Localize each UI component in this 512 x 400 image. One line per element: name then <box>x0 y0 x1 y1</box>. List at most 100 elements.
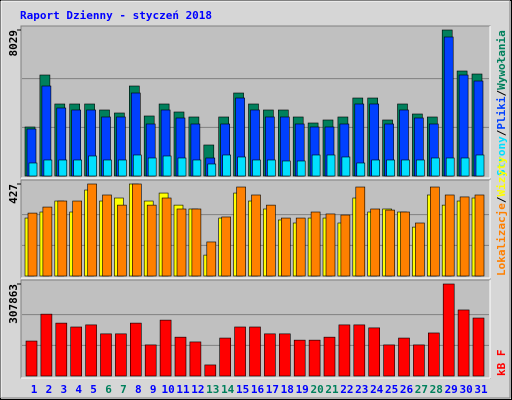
x-tick-label: 31 <box>474 383 488 396</box>
bar <box>25 340 38 377</box>
legend-separator: / <box>495 196 508 203</box>
bar <box>57 200 68 277</box>
legend-entry: Lokalizacje <box>495 203 508 276</box>
bar <box>133 154 142 177</box>
bar <box>174 336 187 377</box>
x-tick-label: 4 <box>75 383 82 396</box>
bar <box>146 204 157 277</box>
bar <box>295 217 306 277</box>
bar <box>72 200 82 277</box>
legend-separator: / <box>495 129 508 136</box>
bar <box>413 344 425 377</box>
bar <box>100 333 112 377</box>
x-tick-label: 25 <box>385 383 398 396</box>
x-tick-label: 27 <box>415 383 428 396</box>
bar <box>475 154 485 177</box>
bar <box>176 208 187 277</box>
bar <box>427 332 440 377</box>
bar <box>371 159 381 177</box>
bar <box>308 339 321 377</box>
bar <box>88 155 97 177</box>
bar <box>55 322 68 377</box>
bar <box>323 336 336 377</box>
x-tick-label: 20 <box>310 383 323 396</box>
bar <box>192 159 202 177</box>
x-tick-label: 13 <box>206 383 219 396</box>
y-tick-label: 307863 <box>7 284 20 324</box>
x-tick-label: 10 <box>161 383 174 396</box>
x-tick-label: 16 <box>251 383 265 396</box>
bar <box>416 159 425 177</box>
bar <box>236 186 246 277</box>
bar <box>252 159 261 177</box>
bar <box>40 313 53 377</box>
x-tick-label: 11 <box>176 383 190 396</box>
bar <box>189 341 202 377</box>
x-tick-label: 22 <box>340 383 353 396</box>
legend-separator: / <box>495 90 508 97</box>
bar <box>177 157 187 177</box>
bar <box>87 183 97 277</box>
bar <box>118 159 127 177</box>
bar <box>117 204 127 277</box>
bar <box>341 156 351 177</box>
bar <box>222 154 231 177</box>
bar <box>415 222 425 277</box>
bar <box>293 339 306 377</box>
bar <box>442 283 455 377</box>
bar <box>219 337 231 377</box>
bar <box>401 159 410 177</box>
y-tick-label: 427 <box>7 184 20 204</box>
bar <box>355 186 366 277</box>
bar <box>267 159 276 177</box>
x-tick-label: 19 <box>296 383 309 396</box>
bar <box>237 156 246 177</box>
bar <box>27 212 38 277</box>
x-tick-label: 1 <box>31 383 38 396</box>
legend: Strony/Pliki/Wywołania <box>495 30 508 176</box>
bar <box>234 326 246 377</box>
legend-entry: Wizyty <box>495 156 508 196</box>
bar <box>474 194 485 277</box>
x-tick-label: 12 <box>191 383 204 396</box>
x-tick-label: 15 <box>236 383 249 396</box>
x-tick-label: 8 <box>135 383 142 396</box>
x-tick-label: 2 <box>46 383 53 396</box>
bar <box>430 157 440 177</box>
bar <box>281 160 291 177</box>
bar <box>296 160 306 177</box>
bar <box>28 162 38 177</box>
x-tick-label: 24 <box>370 383 384 396</box>
bar <box>161 197 172 277</box>
bar <box>325 213 336 277</box>
x-tick-label: 28 <box>430 383 443 396</box>
bar <box>130 322 142 377</box>
x-tick-label: 23 <box>355 383 368 396</box>
bar <box>162 155 172 177</box>
bar <box>459 196 470 277</box>
bar <box>132 183 142 277</box>
bar <box>472 317 485 377</box>
legend-entry: kB F <box>495 350 508 377</box>
x-tick-label: 21 <box>325 383 339 396</box>
bar <box>43 159 53 177</box>
legend: kB F <box>495 350 508 377</box>
bar <box>383 344 395 377</box>
x-tick-label: 3 <box>60 383 67 396</box>
bar <box>278 333 291 377</box>
chart-title: Raport Dzienny - styczeń 2018 <box>20 9 212 22</box>
bar <box>70 326 82 377</box>
bar <box>429 186 440 277</box>
bar <box>206 241 217 277</box>
bar <box>445 157 455 177</box>
bar <box>356 162 366 177</box>
x-tick-label: 17 <box>266 383 279 396</box>
bar <box>444 194 455 277</box>
x-tick-label: 7 <box>120 383 127 396</box>
x-tick-label: 18 <box>281 383 294 396</box>
legend-entry: Pliki <box>495 96 508 129</box>
bar <box>73 159 82 177</box>
x-tick-label: 29 <box>445 383 458 396</box>
